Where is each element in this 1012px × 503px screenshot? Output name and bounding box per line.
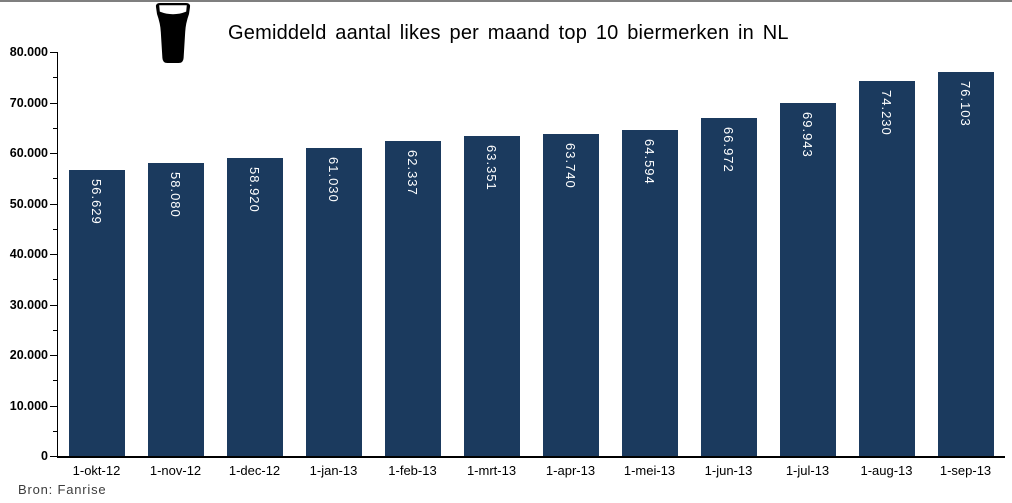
bar: 74.230 xyxy=(858,81,915,456)
y-axis-major-tick xyxy=(50,102,57,104)
bar: 64.594 xyxy=(621,129,678,456)
bar: 56.629 xyxy=(68,170,125,456)
x-axis-tick-label: 1-aug-13 xyxy=(860,463,913,478)
y-axis-major-tick xyxy=(50,304,57,306)
y-axis-minor-tick xyxy=(53,178,57,180)
source-note: Bron: Fanrise xyxy=(18,482,107,497)
x-axis-line xyxy=(57,456,1005,458)
top-border-line xyxy=(0,0,1012,2)
x-axis-tick-label: 1-mei-13 xyxy=(623,463,676,478)
y-axis-minor-tick xyxy=(53,279,57,281)
bar-value-label: 61.030 xyxy=(326,156,341,203)
y-axis-major-tick xyxy=(50,405,57,407)
y-axis-line xyxy=(57,52,58,457)
x-axis-tick-label: 1-okt-12 xyxy=(72,463,121,478)
bar-value-label: 74.230 xyxy=(879,90,894,136)
y-axis-tick-label: 30.000 xyxy=(9,297,48,312)
bar: 61.030 xyxy=(305,147,362,456)
bar-value-label: 56.629 xyxy=(89,179,104,225)
y-axis-minor-tick xyxy=(53,77,57,79)
y-axis-tick-label: 20.000 xyxy=(9,348,48,362)
x-axis-tick-label: 1-jun-13 xyxy=(704,463,753,478)
bar: 66.972 xyxy=(700,117,757,456)
bar-value-label: 66.972 xyxy=(721,126,736,173)
bar-value-label: 69.943 xyxy=(800,111,815,158)
bar: 58.920 xyxy=(226,158,283,456)
bar-value-label: 63.351 xyxy=(484,145,499,191)
y-axis-minor-tick xyxy=(53,430,57,432)
x-axis-tick-label: 1-jan-13 xyxy=(309,463,358,478)
y-axis-major-tick xyxy=(50,254,57,255)
bar: 62.337 xyxy=(384,141,441,456)
bar: 58.080 xyxy=(147,162,204,456)
bar: 63.740 xyxy=(542,134,599,456)
bar: 63.351 xyxy=(463,136,520,456)
y-axis-major-tick xyxy=(50,153,57,154)
y-axis-minor-tick xyxy=(53,380,57,382)
x-axis-tick-label: 1-mrt-13 xyxy=(466,463,517,478)
y-axis-minor-tick xyxy=(53,127,57,129)
y-axis-tick-label: 10.000 xyxy=(9,398,48,413)
y-axis-minor-tick xyxy=(53,228,57,230)
y-axis-tick-label: 40.000 xyxy=(9,247,48,261)
y-axis-minor-tick xyxy=(53,329,57,331)
chart-title: Gemiddeld aantal likes per maand top 10 … xyxy=(228,22,789,44)
bar-value-label: 62.337 xyxy=(405,150,420,196)
bar: 76.103 xyxy=(937,71,994,456)
y-axis-tick-label: 0 xyxy=(41,449,48,463)
bar-value-label: 63.740 xyxy=(563,143,578,189)
y-axis-tick-label: 60.000 xyxy=(9,146,48,160)
bar-value-label: 58.080 xyxy=(168,171,183,218)
bar: 69.943 xyxy=(779,102,836,456)
x-axis-tick-label: 1-sep-13 xyxy=(939,463,992,478)
y-axis-major-tick xyxy=(50,52,57,53)
x-axis-tick-label: 1-apr-13 xyxy=(545,463,596,478)
x-axis-tick-label: 1-nov-12 xyxy=(149,463,202,478)
x-axis-tick-label: 1-dec-12 xyxy=(228,463,281,478)
y-axis-major-tick xyxy=(50,456,57,457)
y-axis-tick-label: 50.000 xyxy=(9,196,48,211)
y-axis-tick-label: 70.000 xyxy=(9,95,48,110)
beer-glass-icon xyxy=(155,3,191,63)
y-axis-major-tick xyxy=(50,355,57,356)
x-axis-tick-label: 1-feb-13 xyxy=(388,463,437,478)
y-axis-tick-label: 80.000 xyxy=(9,45,48,59)
bar-value-label: 58.920 xyxy=(247,167,262,214)
y-axis-major-tick xyxy=(50,203,57,205)
bar-value-label: 64.594 xyxy=(642,138,657,185)
bar-value-label: 76.103 xyxy=(958,80,973,127)
x-axis-tick-label: 1-jul-13 xyxy=(785,463,830,478)
